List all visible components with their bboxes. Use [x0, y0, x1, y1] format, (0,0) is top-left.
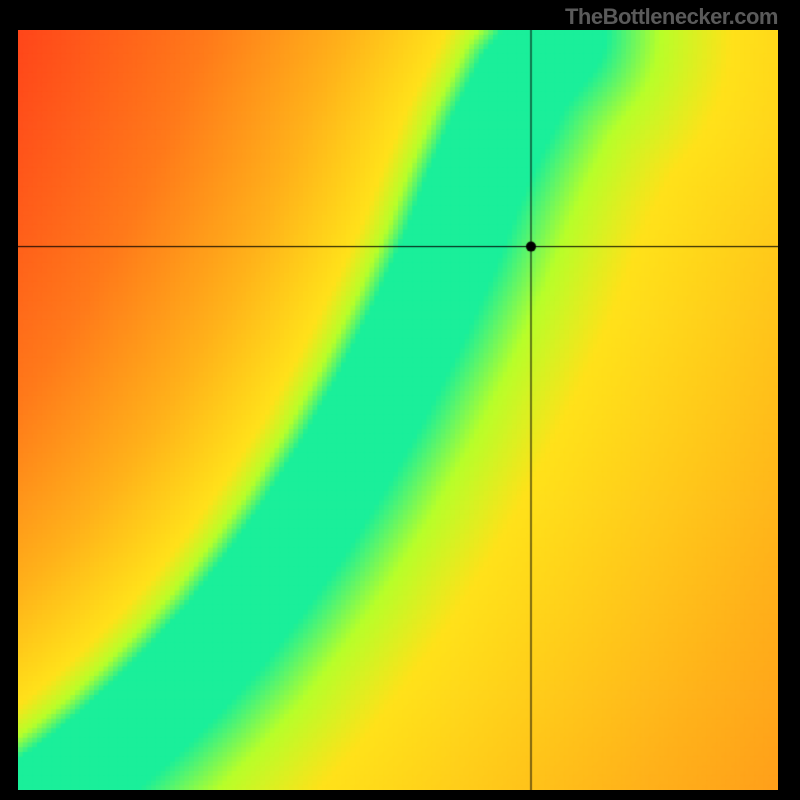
bottleneck-heatmap	[18, 30, 778, 790]
chart-container: TheBottlenecker.com	[0, 0, 800, 800]
attribution-label: TheBottlenecker.com	[565, 4, 778, 30]
